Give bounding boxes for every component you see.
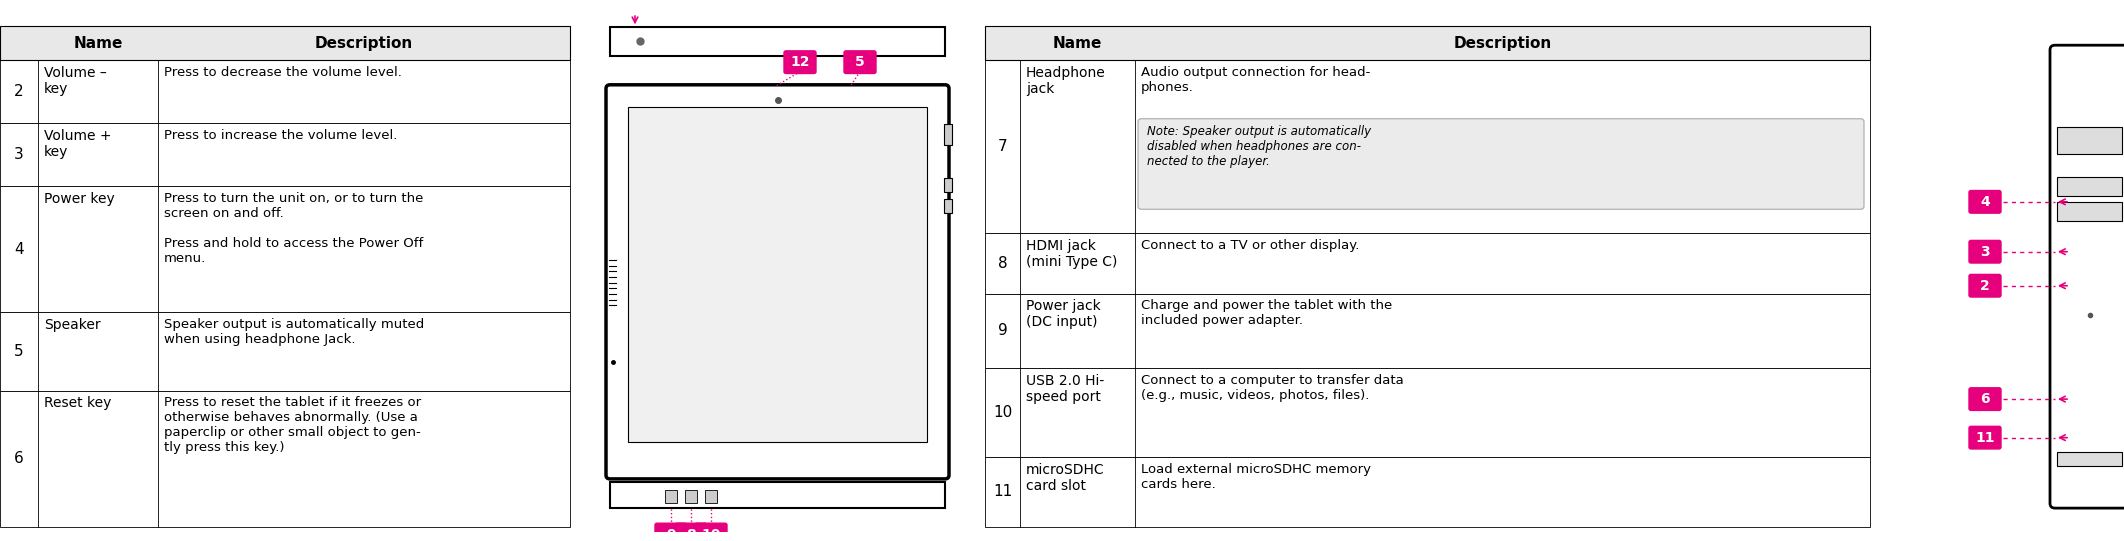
- Bar: [986, 60, 1869, 233]
- Bar: [2056, 177, 2122, 196]
- Text: Reset key: Reset key: [45, 397, 110, 410]
- Text: Power key: Power key: [45, 192, 115, 206]
- Text: Headphone
jack: Headphone jack: [1026, 66, 1107, 96]
- Bar: [0, 312, 569, 391]
- Text: Charge and power the tablet with the
included power adapter.: Charge and power the tablet with the inc…: [1141, 299, 1391, 327]
- Bar: [0, 123, 569, 186]
- FancyBboxPatch shape: [1138, 118, 1865, 209]
- Bar: [986, 368, 1869, 457]
- Bar: [986, 27, 1869, 60]
- Text: Speaker output is automatically muted
when using headphone Jack.: Speaker output is automatically muted wh…: [164, 318, 425, 346]
- Bar: [943, 178, 952, 192]
- Text: Volume +
key: Volume + key: [45, 129, 110, 159]
- Text: 9: 9: [667, 527, 675, 541]
- Text: Audio output connection for head-
phones.: Audio output connection for head- phones…: [1141, 66, 1370, 94]
- Text: 3: 3: [1980, 245, 1990, 259]
- Bar: [2056, 127, 2122, 154]
- Text: 3: 3: [15, 147, 23, 162]
- Text: 8: 8: [998, 256, 1007, 271]
- Text: Name: Name: [74, 36, 123, 51]
- Text: 7: 7: [998, 139, 1007, 154]
- Text: Speaker: Speaker: [45, 318, 100, 332]
- Text: 2: 2: [15, 84, 23, 99]
- FancyBboxPatch shape: [1969, 274, 2001, 297]
- Text: 4: 4: [1980, 195, 1990, 209]
- Bar: [2056, 452, 2122, 466]
- Bar: [0, 60, 569, 123]
- FancyBboxPatch shape: [695, 523, 726, 541]
- Bar: [0, 27, 569, 60]
- FancyBboxPatch shape: [618, 0, 650, 15]
- Text: Description: Description: [314, 36, 414, 51]
- FancyBboxPatch shape: [605, 85, 949, 479]
- Text: 2: 2: [1980, 279, 1990, 293]
- Text: 7: 7: [631, 0, 639, 11]
- Text: Connect to a computer to transfer data
(e.g., music, videos, photos, files).: Connect to a computer to transfer data (…: [1141, 374, 1404, 402]
- Bar: [610, 27, 945, 56]
- FancyBboxPatch shape: [1969, 190, 2001, 213]
- Text: Press to increase the volume level.: Press to increase the volume level.: [164, 129, 397, 142]
- Bar: [2056, 202, 2122, 221]
- Text: Connect to a TV or other display.: Connect to a TV or other display.: [1141, 239, 1359, 252]
- Bar: [943, 124, 952, 145]
- Bar: [986, 233, 1869, 294]
- Text: 6: 6: [15, 451, 23, 466]
- Text: 10: 10: [701, 527, 720, 541]
- Text: 12: 12: [790, 55, 809, 69]
- Text: 4: 4: [15, 242, 23, 256]
- Text: 5: 5: [15, 344, 23, 359]
- FancyBboxPatch shape: [675, 523, 707, 541]
- Bar: [986, 294, 1869, 368]
- Bar: [0, 186, 569, 312]
- Text: 8: 8: [686, 527, 697, 541]
- Bar: [629, 108, 926, 442]
- Bar: [705, 490, 718, 504]
- Text: microSDHC
card slot: microSDHC card slot: [1026, 463, 1104, 493]
- Text: 11: 11: [1975, 431, 1994, 445]
- Text: 6: 6: [1980, 392, 1990, 406]
- Bar: [686, 490, 697, 504]
- Bar: [665, 490, 678, 504]
- FancyBboxPatch shape: [843, 51, 875, 74]
- Text: Press to turn the unit on, or to turn the
screen on and off.

Press and hold to : Press to turn the unit on, or to turn th…: [164, 192, 423, 265]
- FancyBboxPatch shape: [654, 523, 686, 541]
- Text: 10: 10: [992, 405, 1013, 420]
- Bar: [610, 481, 945, 508]
- FancyBboxPatch shape: [1969, 240, 2001, 263]
- Text: 9: 9: [998, 324, 1007, 339]
- Text: Note: Speaker output is automatically
disabled when headphones are con-
nected t: Note: Speaker output is automatically di…: [1147, 126, 1372, 168]
- Text: Press to reset the tablet if it freezes or
otherwise behaves abnormally. (Use a
: Press to reset the tablet if it freezes …: [164, 397, 421, 454]
- FancyBboxPatch shape: [784, 51, 816, 74]
- Text: Name: Name: [1054, 36, 1102, 51]
- Bar: [0, 391, 569, 527]
- Bar: [943, 199, 952, 213]
- Text: Description: Description: [1453, 36, 1553, 51]
- Text: Press to decrease the volume level.: Press to decrease the volume level.: [164, 66, 401, 79]
- Text: USB 2.0 Hi-
speed port: USB 2.0 Hi- speed port: [1026, 374, 1104, 404]
- Text: 11: 11: [992, 485, 1013, 499]
- FancyBboxPatch shape: [2050, 45, 2124, 508]
- Text: Volume –
key: Volume – key: [45, 66, 106, 96]
- Text: Power jack
(DC input): Power jack (DC input): [1026, 299, 1100, 329]
- Bar: [986, 457, 1869, 527]
- FancyBboxPatch shape: [1969, 426, 2001, 449]
- Text: 5: 5: [856, 55, 864, 69]
- FancyBboxPatch shape: [1969, 388, 2001, 411]
- Text: Load external microSDHC memory
cards here.: Load external microSDHC memory cards her…: [1141, 463, 1370, 491]
- Text: HDMI jack
(mini Type C): HDMI jack (mini Type C): [1026, 239, 1117, 269]
